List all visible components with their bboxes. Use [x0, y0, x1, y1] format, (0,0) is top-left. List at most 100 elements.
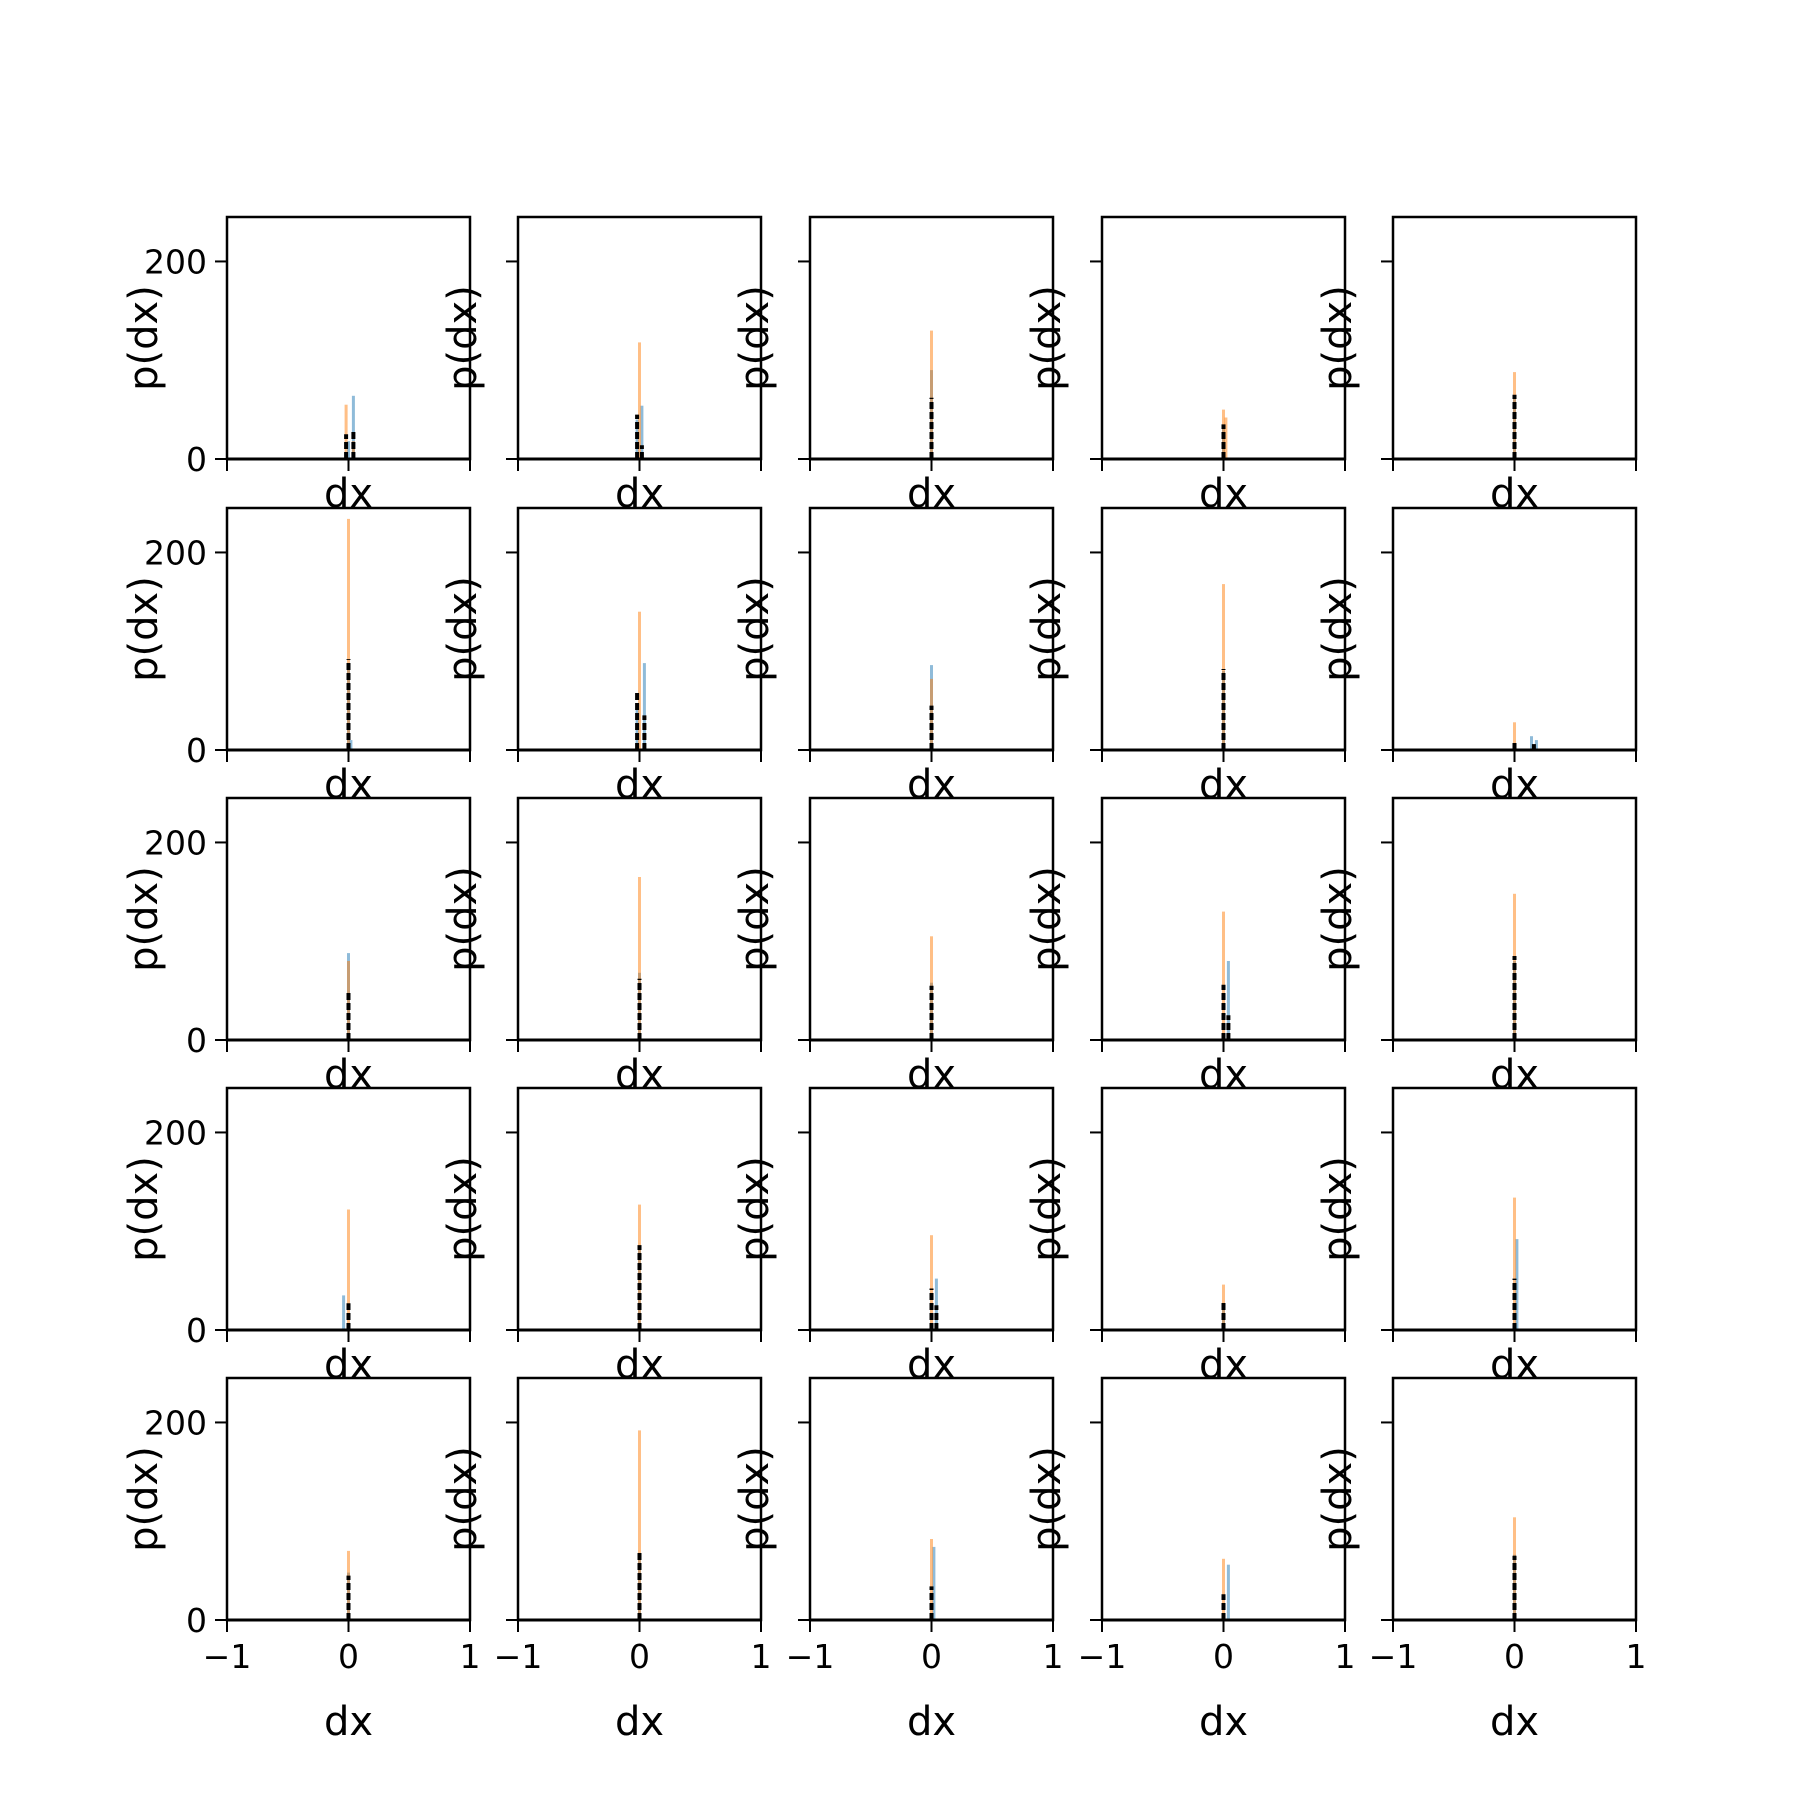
histogram-bar-series-2 — [930, 1539, 933, 1620]
histogram-bar-series-2 — [1222, 911, 1225, 1040]
x-axis-label: dx — [1490, 1699, 1539, 1745]
histogram-bar-series-2 — [930, 330, 933, 459]
histogram-bar-series-1 — [351, 395, 355, 459]
histogram-bar-series-2 — [347, 1209, 350, 1330]
y-axis-label: p(dx) — [1024, 1446, 1070, 1552]
x-axis-label: dx — [324, 471, 373, 517]
y-tick-label: 200 — [144, 1113, 207, 1152]
histogram-bar-series-1 — [1226, 961, 1230, 1040]
x-axis-label: dx — [907, 1699, 956, 1745]
y-tick-label: 0 — [186, 440, 207, 479]
histogram-bar-series-2 — [638, 1430, 641, 1620]
panel-4-5: p(dx) dx — [1315, 1086, 1638, 1388]
y-axis-label: p(dx) — [440, 576, 486, 682]
histogram-bar-series-1 — [1530, 736, 1533, 750]
y-axis-label: p(dx) — [732, 866, 778, 972]
histogram-bar-series-2 — [344, 404, 348, 459]
panel-2-2: p(dx) dx — [440, 506, 763, 808]
histogram-bar-series-1 — [932, 1546, 936, 1620]
x-axis-label: dx — [1199, 471, 1248, 517]
histogram-bar-series-1 — [1226, 1564, 1230, 1620]
x-tick-label: 0 — [921, 1637, 942, 1676]
y-axis-label: p(dx) — [732, 285, 778, 391]
histogram-bar-series-1 — [1534, 740, 1538, 750]
y-axis-label: p(dx) — [1024, 576, 1070, 682]
x-axis-label: dx — [615, 762, 664, 808]
y-axis-label: p(dx) — [1315, 576, 1361, 682]
histogram-bar-series-2 — [1222, 584, 1225, 750]
y-axis-label: p(dx) — [121, 576, 167, 682]
x-tick-label: 0 — [1213, 1637, 1234, 1676]
x-tick-label: −1 — [494, 1637, 543, 1676]
x-axis-label: dx — [1199, 762, 1248, 808]
x-tick-label: 1 — [460, 1637, 481, 1676]
y-axis-label: p(dx) — [1024, 866, 1070, 972]
histogram-bar-series-1 — [349, 740, 353, 750]
x-axis-label: dx — [615, 1699, 664, 1745]
x-axis-label: dx — [324, 1342, 373, 1388]
panel-3-5: p(dx) dx — [1315, 796, 1638, 1098]
histogram-bar-series-2 — [930, 1235, 933, 1330]
x-tick-label: 1 — [1626, 1637, 1647, 1676]
histogram-bar-series-2 — [1513, 1197, 1516, 1330]
panel-1-1: 0 200 p(dx) dx — [121, 215, 472, 517]
y-tick-label: 200 — [144, 1403, 207, 1442]
y-axis-label: p(dx) — [121, 1156, 167, 1262]
panel-5-2: −1 0 1 p(dx) dx — [440, 1376, 772, 1745]
x-axis-label: dx — [1490, 1052, 1539, 1098]
y-axis-label: p(dx) — [732, 1156, 778, 1262]
panel-1-4: p(dx) dx — [1024, 215, 1347, 517]
y-axis-label: p(dx) — [440, 1156, 486, 1262]
y-axis-label: p(dx) — [732, 1446, 778, 1552]
y-axis-label: p(dx) — [1315, 1446, 1361, 1552]
histogram-bar-series-1 — [342, 1295, 346, 1330]
histogram-bar-series-1 — [640, 405, 644, 459]
x-tick-label: 0 — [629, 1637, 650, 1676]
panel-2-3: p(dx) dx — [732, 506, 1055, 808]
x-axis-label: dx — [1199, 1342, 1248, 1388]
panels-layer: 0200p(dx)dxp(dx)dxp(dx)dxp(dx)dxp(dx)dx0… — [121, 215, 1647, 1745]
histogram-bar-series-1 — [642, 663, 646, 750]
x-axis-label: dx — [1199, 1699, 1248, 1745]
panel-4-3: p(dx) dx — [732, 1086, 1055, 1388]
x-tick-label: −1 — [203, 1637, 252, 1676]
histogram-bar-series-2 — [1224, 417, 1228, 459]
panel-5-4: −1 0 1 p(dx) dx — [1024, 1376, 1356, 1745]
x-axis-label: dx — [324, 1052, 373, 1098]
x-axis-label: dx — [907, 1342, 956, 1388]
panel-2-5: p(dx) dx — [1315, 506, 1638, 808]
panel-4-2: p(dx) dx — [440, 1086, 763, 1388]
histogram-bar-series-2 — [638, 611, 641, 750]
histogram-bar-series-1 — [347, 441, 350, 459]
x-tick-label: −1 — [786, 1637, 835, 1676]
x-tick-label: 1 — [751, 1637, 772, 1676]
y-tick-label: 200 — [144, 823, 207, 862]
y-axis-label: p(dx) — [440, 285, 486, 391]
panel-2-1: 0 200 p(dx) dx — [121, 506, 472, 808]
panel-1-3: p(dx) dx — [732, 215, 1055, 517]
x-axis-label: dx — [907, 1052, 956, 1098]
y-axis-label: p(dx) — [440, 866, 486, 972]
y-axis-label: p(dx) — [121, 1446, 167, 1552]
histogram-bar-series-1 — [934, 1278, 938, 1330]
panel-5-3: −1 0 1 p(dx) dx — [732, 1376, 1064, 1745]
y-tick-label: 0 — [186, 1311, 207, 1350]
x-axis-label: dx — [1199, 1052, 1248, 1098]
y-axis-label: p(dx) — [121, 866, 167, 972]
x-tick-label: 1 — [1335, 1637, 1356, 1676]
panel-1-2: p(dx) dx — [440, 215, 763, 517]
y-axis-label: p(dx) — [1315, 1156, 1361, 1262]
panel-3-1: 0 200 p(dx) dx — [121, 796, 472, 1098]
histogram-bar-series-2 — [638, 342, 641, 459]
x-axis-label: dx — [1490, 1342, 1539, 1388]
x-axis-label: dx — [615, 1052, 664, 1098]
histogram-bar-series-2 — [1513, 722, 1516, 750]
y-axis-label: p(dx) — [1315, 866, 1361, 972]
histogram-bar-series-1 — [635, 419, 639, 459]
panel-3-4: p(dx) dx — [1024, 796, 1347, 1098]
x-axis-label: dx — [324, 1699, 373, 1745]
x-axis-label: dx — [324, 762, 373, 808]
x-axis-label: dx — [615, 1342, 664, 1388]
